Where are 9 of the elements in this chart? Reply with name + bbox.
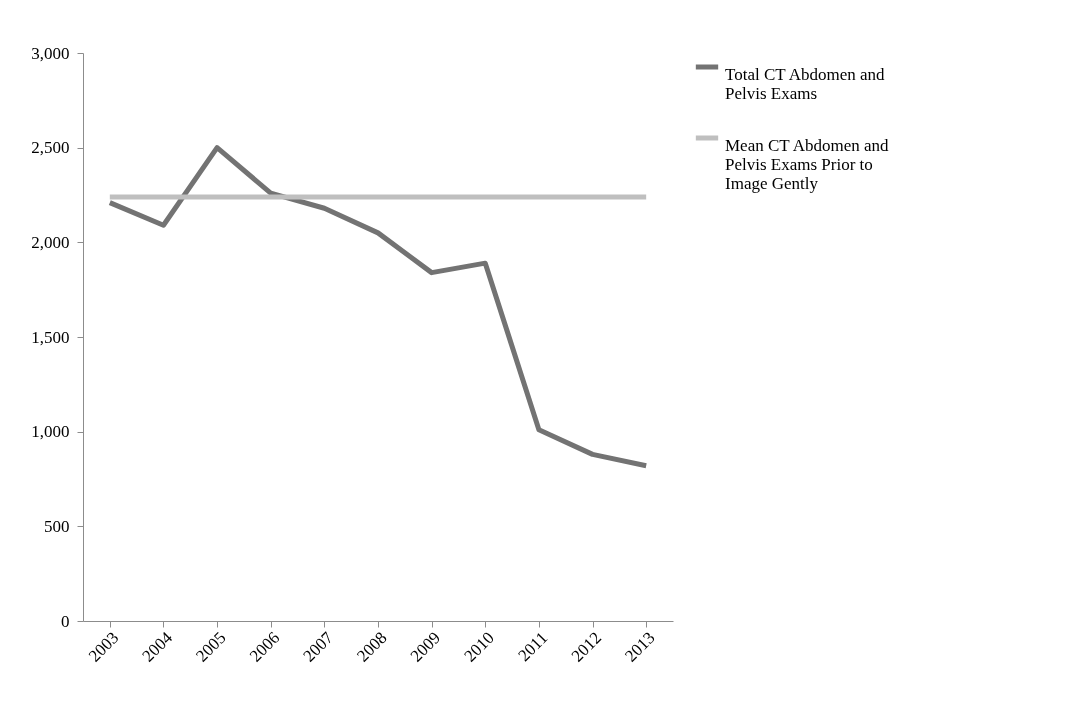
y-tick-label: 0 xyxy=(61,611,70,631)
y-tick-label: 1,000 xyxy=(31,422,70,442)
y-tick-label: 3,000 xyxy=(31,43,70,63)
legend-label: Total CT Abdomen and Pelvis Exams xyxy=(725,65,886,103)
y-tick-label: 2,000 xyxy=(31,232,70,252)
y-tick-label: 2,500 xyxy=(31,138,70,158)
y-tick-label: 1,500 xyxy=(31,327,70,347)
legend-label: Mean CT Abdomen and Pelvis Exams Prior to Image Gently xyxy=(725,136,890,193)
y-tick-label: 500 xyxy=(44,516,70,536)
